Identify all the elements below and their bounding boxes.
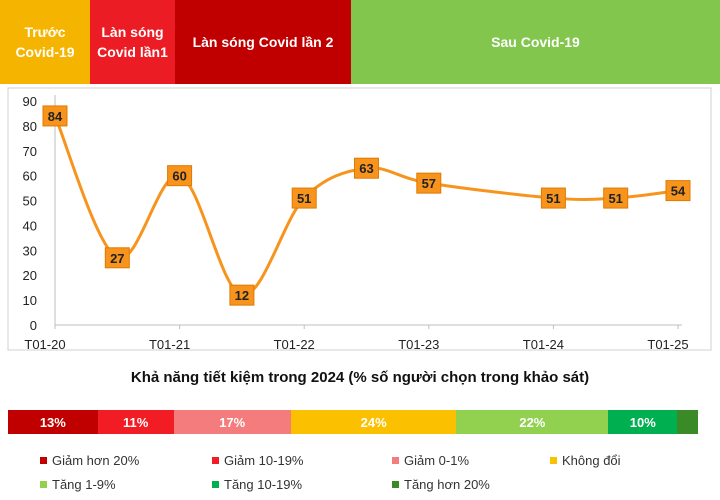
legend-label: Giảm hơn 20% [52,452,140,468]
data-point-label: 12 [235,288,249,303]
x-tick-label: T01-20 [24,337,65,352]
y-tick-label: 80 [23,119,37,134]
phase-wave-2: Làn sóng Covid lần 2 [175,0,351,84]
legend-label: Tăng 1-9% [52,476,116,492]
dist-segment-decrease-10-19: 11% [97,410,174,434]
legend-label: Tăng 10-19% [224,476,303,492]
legend-swatch [212,456,219,464]
dist-segment-increase-1-9: 22% [456,410,609,434]
data-point-label: 51 [608,191,622,206]
x-tick-label: T01-23 [398,337,439,352]
y-tick-label: 60 [23,169,37,184]
x-tick-label: T01-21 [149,337,190,352]
phase-label: Làn sóng Covid lần1 [97,24,168,60]
dist-segment-increase-10-19: 10% [608,410,678,434]
y-tick-label: 30 [23,243,37,258]
dist-segment-unchanged: 24% [290,410,457,434]
phase-label: Trước Covid-19 [15,24,75,60]
data-point-marker [291,187,317,209]
savings-line-chart: 0 10 20 30 40 50 60 70 80 90 T01-20 T01-21 T01-22 T01… [7,87,712,352]
distribution-bar: 13% 11% 17% 24% 22% 10% [8,410,698,434]
phase-post-covid: Sau Covid-19 [351,0,720,84]
y-tick-label: 20 [23,268,37,283]
phase-pre-covid: Trước Covid-19 [0,0,90,84]
legend-item: Giảm 10-19% [212,452,392,468]
legend-swatch [212,480,219,488]
data-point-label: 60 [172,169,186,184]
data-point-marker [540,187,566,209]
legend-label: Tăng hơn 20% [404,476,490,492]
phase-wave-1: Làn sóng Covid lần1 [90,0,175,84]
phase-label: Sau Covid-19 [491,34,580,50]
legend-label: Giảm 10-19% [224,452,304,468]
y-tick-label: 10 [23,293,37,308]
legend-swatch [392,456,399,464]
data-point-marker [354,157,379,179]
x-tick-label: T01-22 [274,337,315,352]
data-point-marker [167,165,193,187]
dist-label: 17% [219,414,246,430]
phase-label: Làn sóng Covid lần 2 [192,34,334,50]
legend-label: Giảm 0-1% [404,452,470,468]
legend-item: Tăng 1-9% [40,476,212,492]
chart-title: Khả năng tiết kiệm trong 2024 (% số ngườ… [130,369,590,386]
legend-swatch [392,480,399,488]
data-point-marker [603,187,629,209]
data-point-label: 54 [671,184,686,199]
data-point-marker [229,284,255,306]
legend-swatch [550,456,557,464]
legend-item: Tăng 10-19% [212,476,392,492]
dist-segment-increase-over-20 [677,410,698,434]
data-point-label: 27 [110,251,124,266]
dist-segment-decrease-over-20: 13% [8,410,98,434]
data-point-marker [416,172,442,194]
legend-item: Tăng hơn 20% [392,476,550,492]
data-point-label: 63 [359,161,373,176]
dist-label: 11% [122,414,149,430]
legend-label: Không đổi [562,452,621,468]
y-tick-label: 50 [23,194,37,209]
data-point-label: 84 [48,109,63,124]
plot-frame [7,87,712,351]
dist-label: 24% [360,414,387,430]
dist-segment-decrease-0-1: 17% [173,410,291,434]
legend: Giảm hơn 20% Giảm 10-19% Giảm 0-1% Không… [40,452,710,492]
legend-item: Giảm hơn 20% [40,452,212,468]
data-point-label: 51 [297,191,311,206]
legend-swatch [40,456,47,464]
x-tick-label: T01-24 [523,337,564,352]
y-tick-label: 70 [23,144,37,159]
legend-item: Không đổi [550,452,690,468]
dist-label: 22% [519,414,546,430]
legend-item: Giảm 0-1% [392,452,550,468]
y-tick-label: 90 [23,94,37,109]
data-point-marker [665,180,691,202]
dist-label: 13% [39,414,66,430]
data-point-marker [42,105,68,127]
data-point-marker [104,247,130,269]
y-tick-label: 0 [30,318,37,333]
x-tick-label: T01-25 [647,337,688,352]
y-tick-label: 40 [23,218,37,233]
legend-swatch [40,480,47,488]
data-point-label: 57 [422,176,436,191]
data-point-label: 51 [546,191,560,206]
dist-label: 10% [629,414,656,430]
series-line [53,115,679,297]
